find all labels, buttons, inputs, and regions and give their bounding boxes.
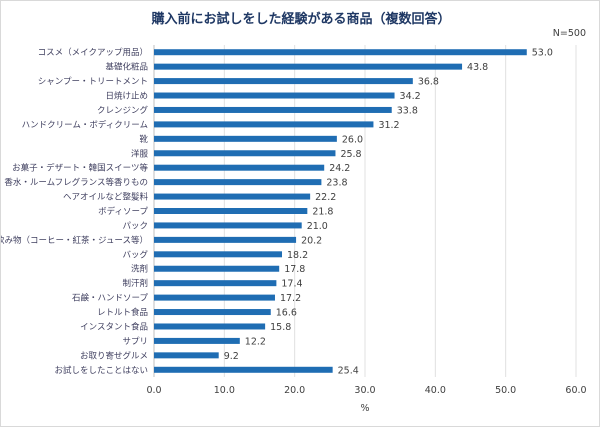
category-label: コスメ（メイクアップ用品） (38, 47, 148, 58)
category-label: インスタント食品 (80, 321, 148, 332)
data-label: 26.0 (342, 134, 363, 145)
data-label: 16.6 (276, 308, 297, 319)
bar (154, 366, 333, 373)
bar (154, 251, 283, 258)
x-tick-label: 0.0 (146, 385, 161, 396)
category-label: 基礎化粧品 (105, 62, 148, 73)
category-label: 靴 (139, 134, 148, 145)
category-label: 日焼け止め (105, 91, 148, 102)
bar (154, 106, 392, 113)
category-label: レトルト食品 (97, 307, 148, 318)
bar (154, 265, 280, 272)
data-label: 43.8 (467, 62, 488, 73)
category-label: ハンドクリーム・ボディクリーム (22, 119, 148, 130)
category-label: 洗剤 (131, 264, 148, 275)
x-tick-label: 30.0 (354, 385, 375, 396)
data-label: 15.8 (270, 322, 291, 333)
category-label: パック (122, 221, 148, 231)
x-tick-label: 20.0 (284, 385, 305, 396)
category-label: 飲み物（コーヒー・紅茶・ジュース等） (1, 235, 148, 246)
data-label: 17.8 (284, 264, 305, 275)
bar (154, 179, 322, 186)
category-label: お取り寄せグルメ (80, 350, 148, 361)
data-label: 23.8 (326, 178, 347, 189)
data-label: 17.2 (280, 293, 301, 304)
data-label: 18.2 (287, 250, 308, 261)
x-axis-label: % (360, 403, 369, 414)
category-label: お菓子・デザート・韓国スイーツ等 (12, 163, 148, 174)
bar (154, 92, 395, 99)
category-label: 香水・ルームフレグランス等香りもの (4, 177, 148, 188)
bar (154, 337, 240, 344)
sample-size-annotation: N=500 (553, 28, 586, 39)
category-label: シャンプー・トリートメント (38, 77, 148, 87)
data-label: 20.2 (301, 235, 322, 246)
data-label: 12.2 (245, 336, 266, 347)
data-label: 17.4 (281, 279, 302, 290)
x-tick-label: 60.0 (565, 385, 586, 396)
category-label: ボディソープ (98, 206, 148, 217)
x-tick-label: 10.0 (214, 385, 235, 396)
category-label: サプリ (122, 337, 148, 347)
bar (154, 78, 413, 85)
data-label: 53.0 (532, 48, 553, 59)
data-label: 34.2 (400, 91, 421, 102)
x-tick-label: 40.0 (425, 385, 446, 396)
bar (154, 208, 308, 214)
data-label: 24.2 (329, 163, 350, 174)
bar (154, 352, 219, 359)
bar (154, 63, 463, 70)
bar (154, 222, 302, 229)
data-label: 25.4 (338, 365, 359, 376)
data-label: 25.8 (340, 149, 361, 160)
category-label: 制汗剤 (122, 278, 148, 289)
bar (154, 193, 311, 200)
data-label: 9.2 (224, 351, 239, 362)
data-label: 33.8 (397, 105, 418, 116)
category-label: クレンジング (97, 105, 149, 116)
bar (154, 280, 277, 287)
data-label: 21.0 (307, 221, 328, 232)
bar (154, 294, 275, 301)
category-label: 石鹸・ハンドソープ (72, 293, 148, 304)
x-tick-label: 50.0 (495, 385, 516, 396)
bar (154, 49, 527, 56)
category-label: バッグ (122, 249, 148, 260)
bar (154, 309, 271, 316)
data-label: 21.8 (312, 207, 333, 218)
bar (154, 121, 374, 128)
bar (154, 236, 297, 243)
category-label: ヘアオイルなど整髪料 (63, 192, 149, 203)
bar (154, 164, 325, 171)
data-label: 36.8 (418, 77, 439, 88)
bar (154, 323, 266, 330)
chart-title: 購入前にお試しをした経験がある商品（複数回答） (150, 11, 450, 27)
data-label: 31.2 (378, 120, 399, 131)
bar (154, 135, 337, 142)
category-label: お試しをしたことはない (54, 365, 148, 376)
category-label: 洋服 (131, 148, 149, 159)
bar (154, 150, 336, 157)
data-label: 22.2 (315, 192, 336, 203)
